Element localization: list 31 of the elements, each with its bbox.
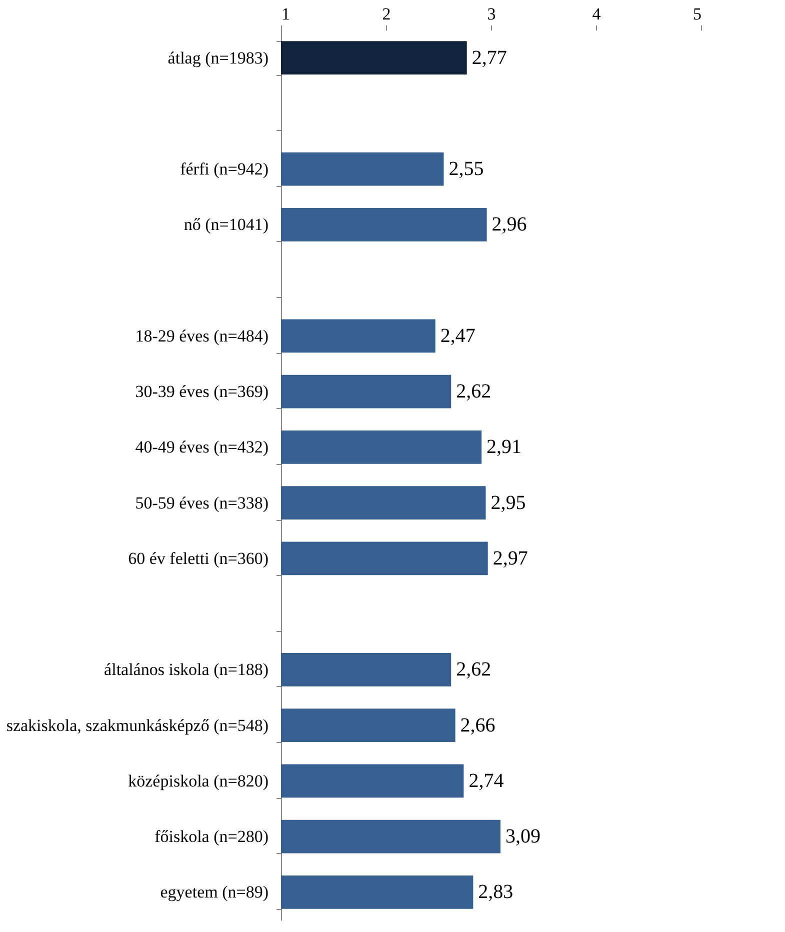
data-label: 2,74 <box>468 770 504 792</box>
y-tick-label: 40-49 éves (n=432) <box>135 438 268 457</box>
data-label: 2,91 <box>486 436 522 458</box>
y-tick-label: középiskola (n=820) <box>128 771 268 790</box>
x-tick-label: 5 <box>693 4 702 24</box>
y-tick-label: általános iskola (n=188) <box>104 660 268 680</box>
y-tick-label: férfi (n=942) <box>180 160 268 179</box>
data-label: 2,62 <box>456 380 492 403</box>
y-tick-label: 30-39 éves (n=369) <box>135 382 268 402</box>
data-label: 2,66 <box>460 714 496 736</box>
y-tick-label: nő (n=1041) <box>184 215 268 234</box>
x-tick-label: 1 <box>282 4 290 24</box>
data-label: 2,55 <box>448 158 484 180</box>
y-tick-label: 18-29 éves (n=484) <box>135 326 268 346</box>
data-label: 2,77 <box>472 46 507 69</box>
data-label: 2,97 <box>492 547 528 570</box>
y-tick-label: 60 év feletti (n=360) <box>128 548 268 568</box>
y-tick-label: átlag (n=1983) <box>168 48 268 68</box>
x-tick-label: 3 <box>487 4 496 24</box>
data-label: 2,95 <box>490 492 526 514</box>
data-label: 3,09 <box>505 826 540 848</box>
x-tick-label: 2 <box>382 4 391 24</box>
y-tick-label: 50-59 éves (n=338) <box>135 493 268 512</box>
data-label: 2,62 <box>456 658 492 681</box>
y-tick-label: egyetem (n=89) <box>160 882 268 902</box>
data-label: 2,83 <box>478 881 514 904</box>
x-tick-label: 4 <box>592 4 602 24</box>
data-label: 2,47 <box>440 324 476 347</box>
y-tick-label: szakiskola, szakmunkásképző (n=548) <box>6 716 268 735</box>
data-label: 2,96 <box>492 214 527 236</box>
y-tick-label: főiskola (n=280) <box>154 827 268 846</box>
